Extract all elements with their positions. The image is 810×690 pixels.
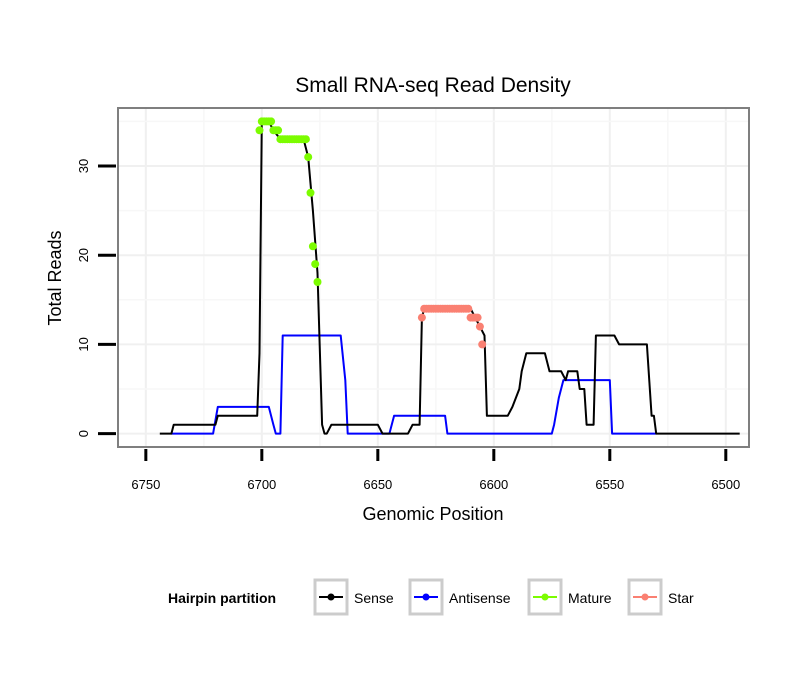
legend-key-point (422, 593, 430, 601)
legend-item-antisense: Antisense (408, 578, 511, 616)
series-layer (159, 117, 740, 435)
series-line-antisense (171, 334, 657, 435)
data-point-mature (308, 242, 317, 251)
data-point-mature (311, 260, 320, 269)
data-point-mature (267, 117, 276, 126)
legend-title: Hairpin partition (168, 590, 276, 606)
legend-item-sense: Sense (313, 578, 394, 616)
data-point-star (478, 340, 487, 349)
y-axis: 0 10 20 30 (76, 159, 116, 437)
data-point-mature (274, 126, 283, 135)
data-point-mature (304, 153, 313, 162)
x-tick-label: 6650 (363, 477, 392, 492)
y-axis-label: Total Reads (45, 230, 65, 325)
legend-key-point (327, 593, 335, 601)
data-point-star (464, 304, 473, 313)
legend-label: Sense (354, 590, 394, 606)
plot-panel-border (117, 107, 750, 448)
legend-label: Star (668, 590, 694, 606)
x-axis-label: Genomic Position (362, 504, 503, 524)
plot-panel (118, 108, 749, 447)
legend-key-point (641, 593, 649, 601)
x-tick-label: 6600 (479, 477, 508, 492)
chart-title: Small RNA-seq Read Density (295, 74, 571, 97)
legend-key-point (541, 593, 549, 601)
y-tick-label: 20 (76, 248, 91, 262)
x-axis: 6750 6700 6650 6600 6550 6500 (131, 449, 740, 492)
legend-item-star: Star (627, 578, 694, 616)
y-tick-label: 0 (76, 430, 91, 437)
legend-label: Antisense (449, 590, 511, 606)
x-tick-label: 6750 (131, 477, 160, 492)
data-point-mature (313, 278, 322, 286)
data-point-mature (255, 126, 264, 135)
x-tick-label: 6700 (247, 477, 276, 492)
legend-item-mature: Mature (527, 578, 612, 616)
data-point-mature (301, 135, 310, 144)
data-point-mature (306, 188, 315, 197)
y-tick-label: 10 (76, 337, 91, 351)
legend-label: Mature (568, 590, 612, 606)
y-tick-label: 30 (76, 159, 91, 173)
x-tick-label: 6500 (711, 477, 740, 492)
data-point-star (417, 313, 426, 322)
data-point-star (473, 313, 482, 322)
x-tick-label: 6550 (595, 477, 624, 492)
data-point-star (475, 322, 484, 331)
legend: Hairpin partition Sense Antisense Mature St… (168, 578, 694, 616)
